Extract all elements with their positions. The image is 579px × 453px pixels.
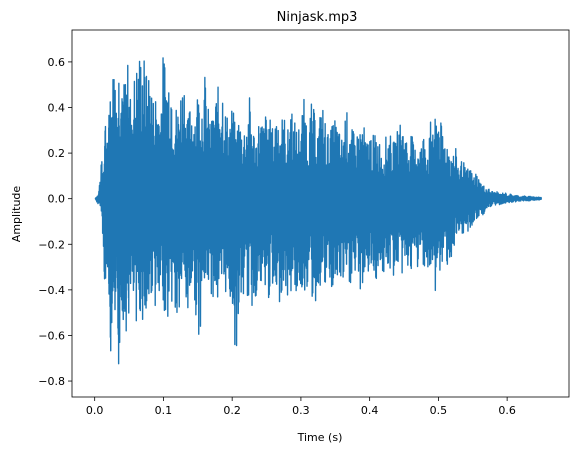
plot-area — [94, 57, 543, 365]
x-tick-label: 0.0 — [86, 404, 104, 417]
y-axis-label: Amplitude — [10, 186, 23, 243]
x-axis-label: Time (s) — [297, 431, 343, 444]
plot-frame — [71, 29, 570, 398]
y-tick-label: −0.4 — [38, 284, 65, 297]
x-tick-label: 0.1 — [155, 404, 173, 417]
y-tick-label: 0.4 — [48, 102, 66, 115]
x-tick-label: 0.5 — [430, 404, 448, 417]
y-tick-label: 0.0 — [48, 193, 66, 206]
y-tick-label: 0.6 — [48, 56, 66, 69]
x-tick-label: 0.3 — [292, 404, 310, 417]
x-axis: 0.0 0.1 0.2 0.3 0.4 0.5 0.6 — [86, 397, 516, 417]
y-tick-label: 0.2 — [48, 147, 66, 160]
y-tick-label: −0.8 — [38, 375, 65, 388]
x-tick-label: 0.4 — [361, 404, 379, 417]
y-tick-label: −0.2 — [38, 238, 65, 251]
chart-title: Ninjask.mp3 — [277, 10, 358, 25]
x-tick-label: 0.6 — [498, 404, 516, 417]
waveform-line — [94, 57, 543, 365]
y-axis: −0.8 −0.6 −0.4 −0.2 0.0 0.2 0.4 0.6 — [38, 56, 72, 388]
y-tick-label: −0.6 — [38, 329, 65, 342]
x-tick-label: 0.2 — [223, 404, 241, 417]
